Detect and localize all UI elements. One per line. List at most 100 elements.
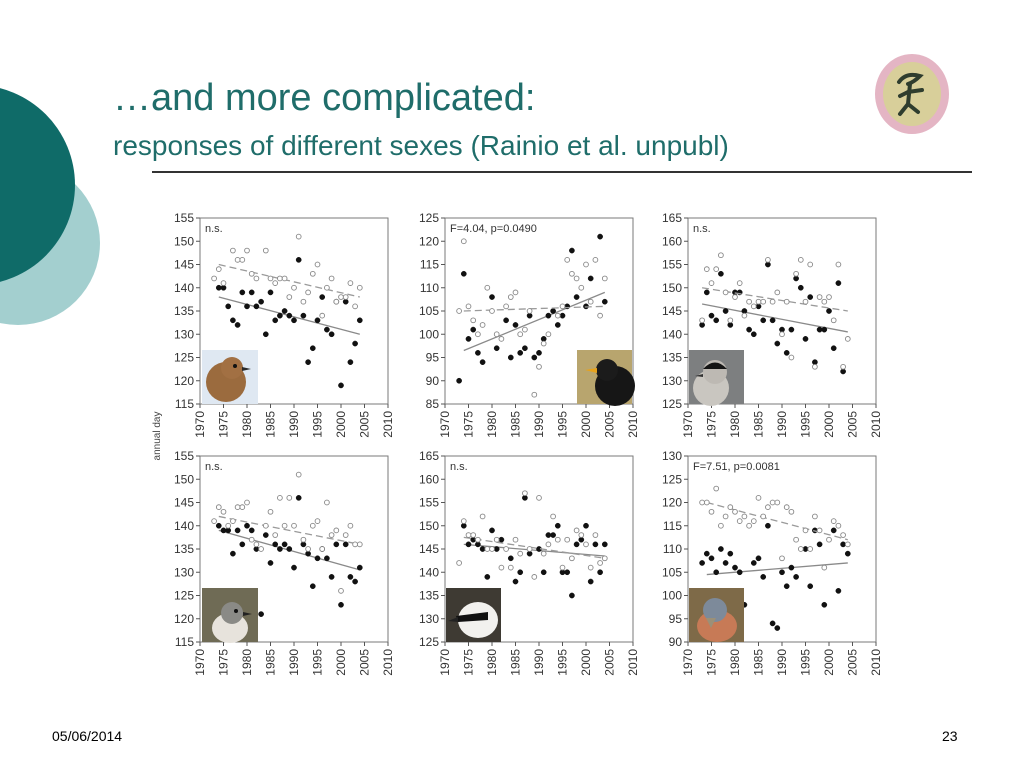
data-point-open [601,275,608,282]
data-point-open [802,527,809,534]
data-point-open [840,532,846,538]
x-tick-label: 2010 [869,649,883,676]
data-point-filled [802,546,809,552]
footer-date: 05/06/2014 [52,728,123,744]
data-point-open [760,513,767,520]
data-point-open [300,298,307,305]
x-tick-label: 1975 [705,411,719,438]
x-tick-label: 1980 [728,411,742,438]
y-tick-label: 125 [662,472,682,486]
data-point-filled [718,546,724,552]
data-point-open [225,522,232,529]
x-tick-label: 2010 [626,649,640,676]
title-divider [152,171,972,173]
data-point-filled [708,312,715,319]
data-point-open [601,555,608,562]
data-point-filled [328,574,335,580]
data-point-open [755,298,762,305]
y-tick-label: 135 [662,351,682,365]
data-point-filled [324,555,330,562]
data-point-open [286,294,293,300]
data-point-filled [573,294,580,300]
data-point-open [821,564,828,571]
data-point-open [788,508,795,515]
data-point-filled [722,560,729,566]
data-point-open [844,336,851,342]
data-point-filled [338,382,344,389]
data-point-open [352,303,358,310]
x-tick-label: 2010 [381,411,395,438]
x-tick-label: 1995 [799,649,813,676]
x-tick-label: 1985 [264,649,278,676]
data-point-filled [564,569,571,576]
x-tick-label: 1995 [799,411,813,438]
trend-line-open [463,536,605,559]
data-point-open [460,238,467,245]
data-point-open [578,532,585,538]
data-point-open [826,294,832,300]
data-point-open [493,331,500,338]
data-point-filled [479,359,486,365]
x-tick-label: 2000 [822,649,836,676]
data-point-open [244,499,250,506]
data-point-open [281,275,288,282]
data-point-filled [550,308,556,314]
data-point-filled [291,317,297,324]
data-point-open [314,261,321,268]
data-point-open [291,522,297,529]
data-point-filled [821,601,828,608]
data-point-open [356,541,363,548]
trend-line-open [463,305,605,312]
bird-head [596,359,618,381]
chart-panel: 85 90 95 100 105 110 115 120 125 1970 1975 1980 1985… [419,211,640,438]
data-point-filled [736,569,743,576]
data-point-open [812,513,818,520]
data-point-open [816,294,823,300]
data-point-open [587,564,594,571]
data-point-open [489,308,495,314]
data-point-filled [291,564,297,571]
y-tick-label: 140 [419,565,439,579]
data-point-filled [583,522,589,529]
data-point-filled [248,527,255,534]
data-point-open [703,266,710,273]
data-point-open [736,518,743,524]
data-point-filled [732,564,738,571]
data-point-filled [703,289,710,296]
y-tick-label: 130 [662,449,682,463]
y-tick-label: 105 [662,565,682,579]
deco-dark-circle [0,88,75,282]
data-point-open [559,564,566,571]
bird-photo [202,350,258,404]
data-point-filled [826,308,832,314]
data-point-open [774,289,781,296]
data-point-open [328,532,335,538]
data-point-open [699,317,705,324]
x-tick-label: 1975 [217,411,231,438]
data-point-filled [281,308,288,314]
data-point-filled [727,550,734,557]
y-tick-label: 135 [174,304,194,318]
data-point-open [498,564,505,571]
data-point-filled [746,326,752,333]
data-point-open [300,536,307,543]
data-point-open [512,289,519,296]
x-tick-label: 2005 [603,411,617,438]
data-point-open [597,312,603,319]
data-point-open [517,331,524,338]
trend-line-open [218,515,360,545]
y-tick-label: 130 [419,612,439,626]
y-tick-label: 130 [174,327,194,341]
y-tick-label: 140 [174,281,194,295]
data-point-filled [244,303,250,310]
data-point-open [220,508,227,515]
data-point-open [788,354,795,361]
data-point-open [536,495,542,501]
data-point-open [475,536,481,543]
data-point-open [769,499,776,506]
y-tick-label: 145 [174,258,194,272]
data-point-filled [807,583,814,590]
data-point-filled [755,555,762,562]
data-point-filled [718,270,724,277]
y-tick-label: 140 [174,519,194,533]
